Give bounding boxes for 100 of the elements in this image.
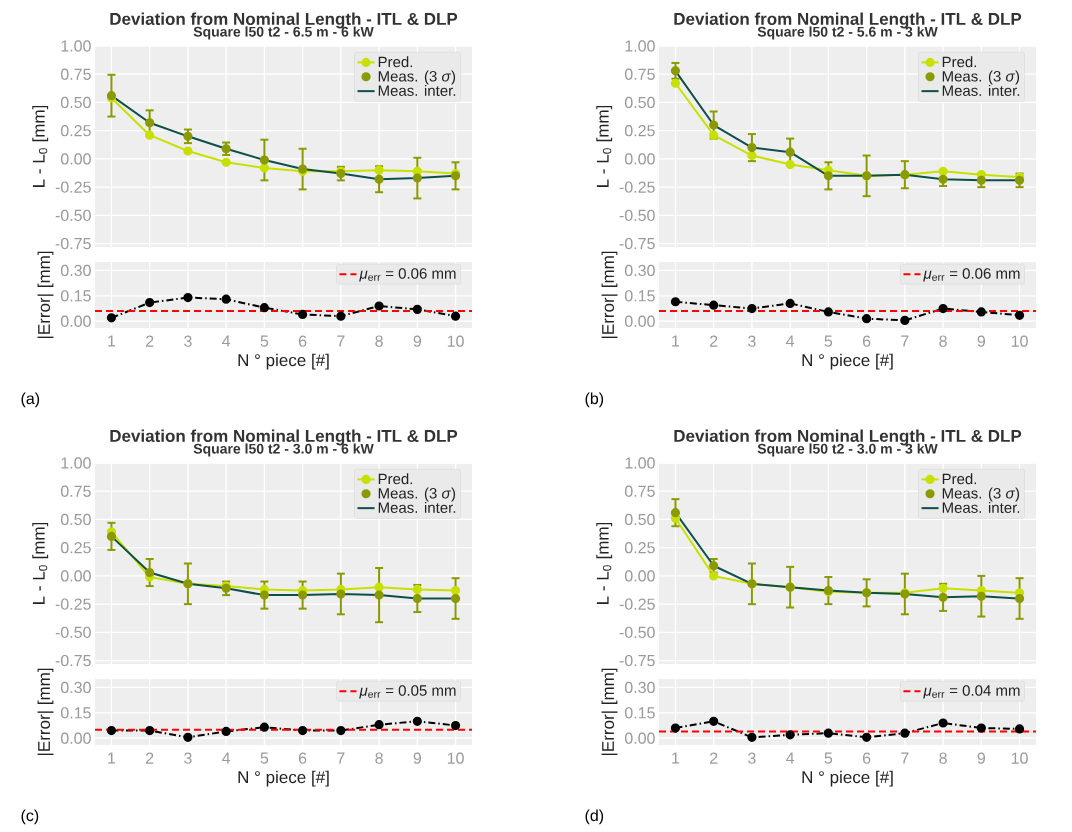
y-tick-label: 0.75 [624, 68, 655, 80]
y-axis-title: |Error| [mm] [601, 251, 618, 339]
x-tick-label: 4 [786, 335, 795, 347]
y-tick-label: -0.75 [619, 654, 655, 667]
x-tick-label: 3 [184, 752, 192, 764]
y-tick-label: -0.25 [55, 181, 91, 193]
y-axis-title: |Error| [mm] [37, 668, 54, 756]
y-tick-label: 0.00 [624, 153, 655, 165]
legend-label: Meas. (3 σ) [378, 70, 456, 85]
y-tick-label: 1.00 [61, 40, 91, 52]
y-tick-label: 0.15 [60, 290, 91, 302]
x-tick-label: 2 [710, 335, 718, 347]
x-tick-label: 1 [672, 752, 680, 764]
x-tick-label: 4 [786, 752, 795, 764]
legend-label: Meas. (3 σ) [942, 70, 1020, 85]
y-tick-label: 0.00 [60, 315, 91, 327]
y-tick-label: 0.00 [60, 570, 91, 582]
x-tick-label: 10 [447, 752, 464, 764]
x-tick-label: 1 [672, 335, 680, 347]
text: (a) [21, 392, 40, 408]
x-tick-label: 10 [447, 335, 464, 347]
y-axis-title: L - L$_{0}$ [mm] [32, 522, 49, 604]
x-tick-label: 6 [298, 752, 307, 764]
legend-label: Meas. (3 σ) [942, 487, 1020, 502]
y-tick-label: 0.50 [60, 513, 91, 526]
x-tick-label: 5 [260, 752, 269, 764]
x-tick-label: 10 [1011, 335, 1028, 347]
y-tick-label: 0.50 [60, 96, 91, 109]
x-tick-label: 3 [184, 335, 192, 347]
x-tick-label: 9 [413, 335, 422, 347]
y-tick-label: 0.25 [60, 542, 91, 554]
y-tick-label: -0.50 [55, 209, 91, 222]
x-tick-label: 8 [939, 335, 947, 347]
y-tick-label: 1.00 [625, 40, 655, 52]
y-axis-title: L - L$_{0}$ [mm] [596, 105, 613, 187]
y-tick-label: -0.75 [55, 654, 91, 667]
y-tick-label: -0.50 [619, 209, 655, 222]
y-tick-label: 1.00 [61, 457, 91, 469]
x-tick-label: 6 [862, 752, 871, 764]
x-tick-label: 10 [1011, 752, 1028, 764]
y-tick-label: 0.75 [60, 485, 91, 497]
legend-label: Pred. [942, 56, 977, 68]
y-tick-label: 0.15 [624, 290, 655, 302]
x-tick-label: 6 [298, 335, 307, 347]
y-tick-label: 0.75 [624, 485, 655, 497]
y-tick-label: 0.00 [624, 570, 655, 582]
y-tick-label: 0.75 [60, 68, 91, 80]
y-tick-label: 1.00 [625, 457, 655, 469]
y-tick-label: 0.30 [60, 264, 91, 277]
legend-label: μ$_{err}$ = 0.05 mm [359, 685, 456, 699]
legend-label: μ$_{err}$ = 0.06 mm [359, 268, 456, 282]
y-tick-label: 0.50 [624, 96, 655, 109]
legend-label: μ$_{err}$ = 0.06 mm [923, 268, 1020, 282]
x-tick-label: 3 [748, 335, 756, 347]
x-tick-label: 5 [260, 335, 269, 347]
x-tick-label: 2 [146, 335, 154, 347]
y-tick-label: -0.50 [55, 626, 91, 639]
x-tick-label: 3 [748, 752, 756, 764]
legend-label: Meas. inter. [378, 501, 456, 513]
legend-label: Meas. inter. [942, 501, 1020, 513]
legend-label: Pred. [378, 56, 413, 68]
y-tick-label: 0.15 [624, 707, 655, 719]
legend-label: Pred. [378, 473, 413, 485]
x-tick-label: 1 [108, 335, 116, 347]
y-axis-title: L - L$_{0}$ [mm] [596, 522, 613, 604]
x-tick-label: 2 [710, 752, 718, 764]
y-tick-label: 0.00 [624, 732, 655, 744]
text: (b) [585, 392, 604, 408]
x-tick-label: 9 [977, 752, 986, 764]
y-tick-label: -0.50 [619, 626, 655, 639]
x-axis-title: N ° piece [#] [802, 353, 893, 370]
y-tick-label: 0.00 [60, 153, 91, 165]
text: (c) [21, 809, 39, 825]
y-tick-label: 0.25 [60, 125, 91, 137]
x-tick-label: 6 [862, 335, 871, 347]
y-axis-title: L - L$_{0}$ [mm] [32, 105, 49, 187]
legend-label: Pred. [942, 473, 977, 485]
y-axis-title: |Error| [mm] [37, 251, 54, 339]
x-axis-title: N ° piece [#] [238, 770, 329, 787]
x-tick-label: 7 [337, 335, 345, 347]
x-tick-label: 2 [146, 752, 154, 764]
x-tick-label: 4 [222, 752, 231, 764]
x-tick-label: 4 [222, 335, 231, 347]
text: (d) [585, 809, 604, 825]
y-tick-label: 0.25 [624, 125, 655, 137]
y-tick-label: 0.00 [60, 732, 91, 744]
x-tick-label: 5 [824, 752, 833, 764]
x-tick-label: 7 [337, 752, 345, 764]
x-tick-label: 5 [824, 335, 833, 347]
y-tick-label: -0.25 [619, 598, 655, 610]
x-tick-label: 9 [413, 752, 422, 764]
y-tick-label: 0.50 [624, 513, 655, 526]
y-tick-label: 0.00 [624, 315, 655, 327]
y-tick-label: 0.30 [624, 681, 655, 694]
y-tick-label: -0.75 [619, 237, 655, 250]
y-tick-label: 0.25 [624, 542, 655, 554]
legend-label: Meas. inter. [378, 84, 456, 96]
y-tick-label: -0.25 [619, 181, 655, 193]
legend-label: Meas. (3 σ) [378, 487, 456, 502]
y-tick-label: -0.25 [55, 598, 91, 610]
